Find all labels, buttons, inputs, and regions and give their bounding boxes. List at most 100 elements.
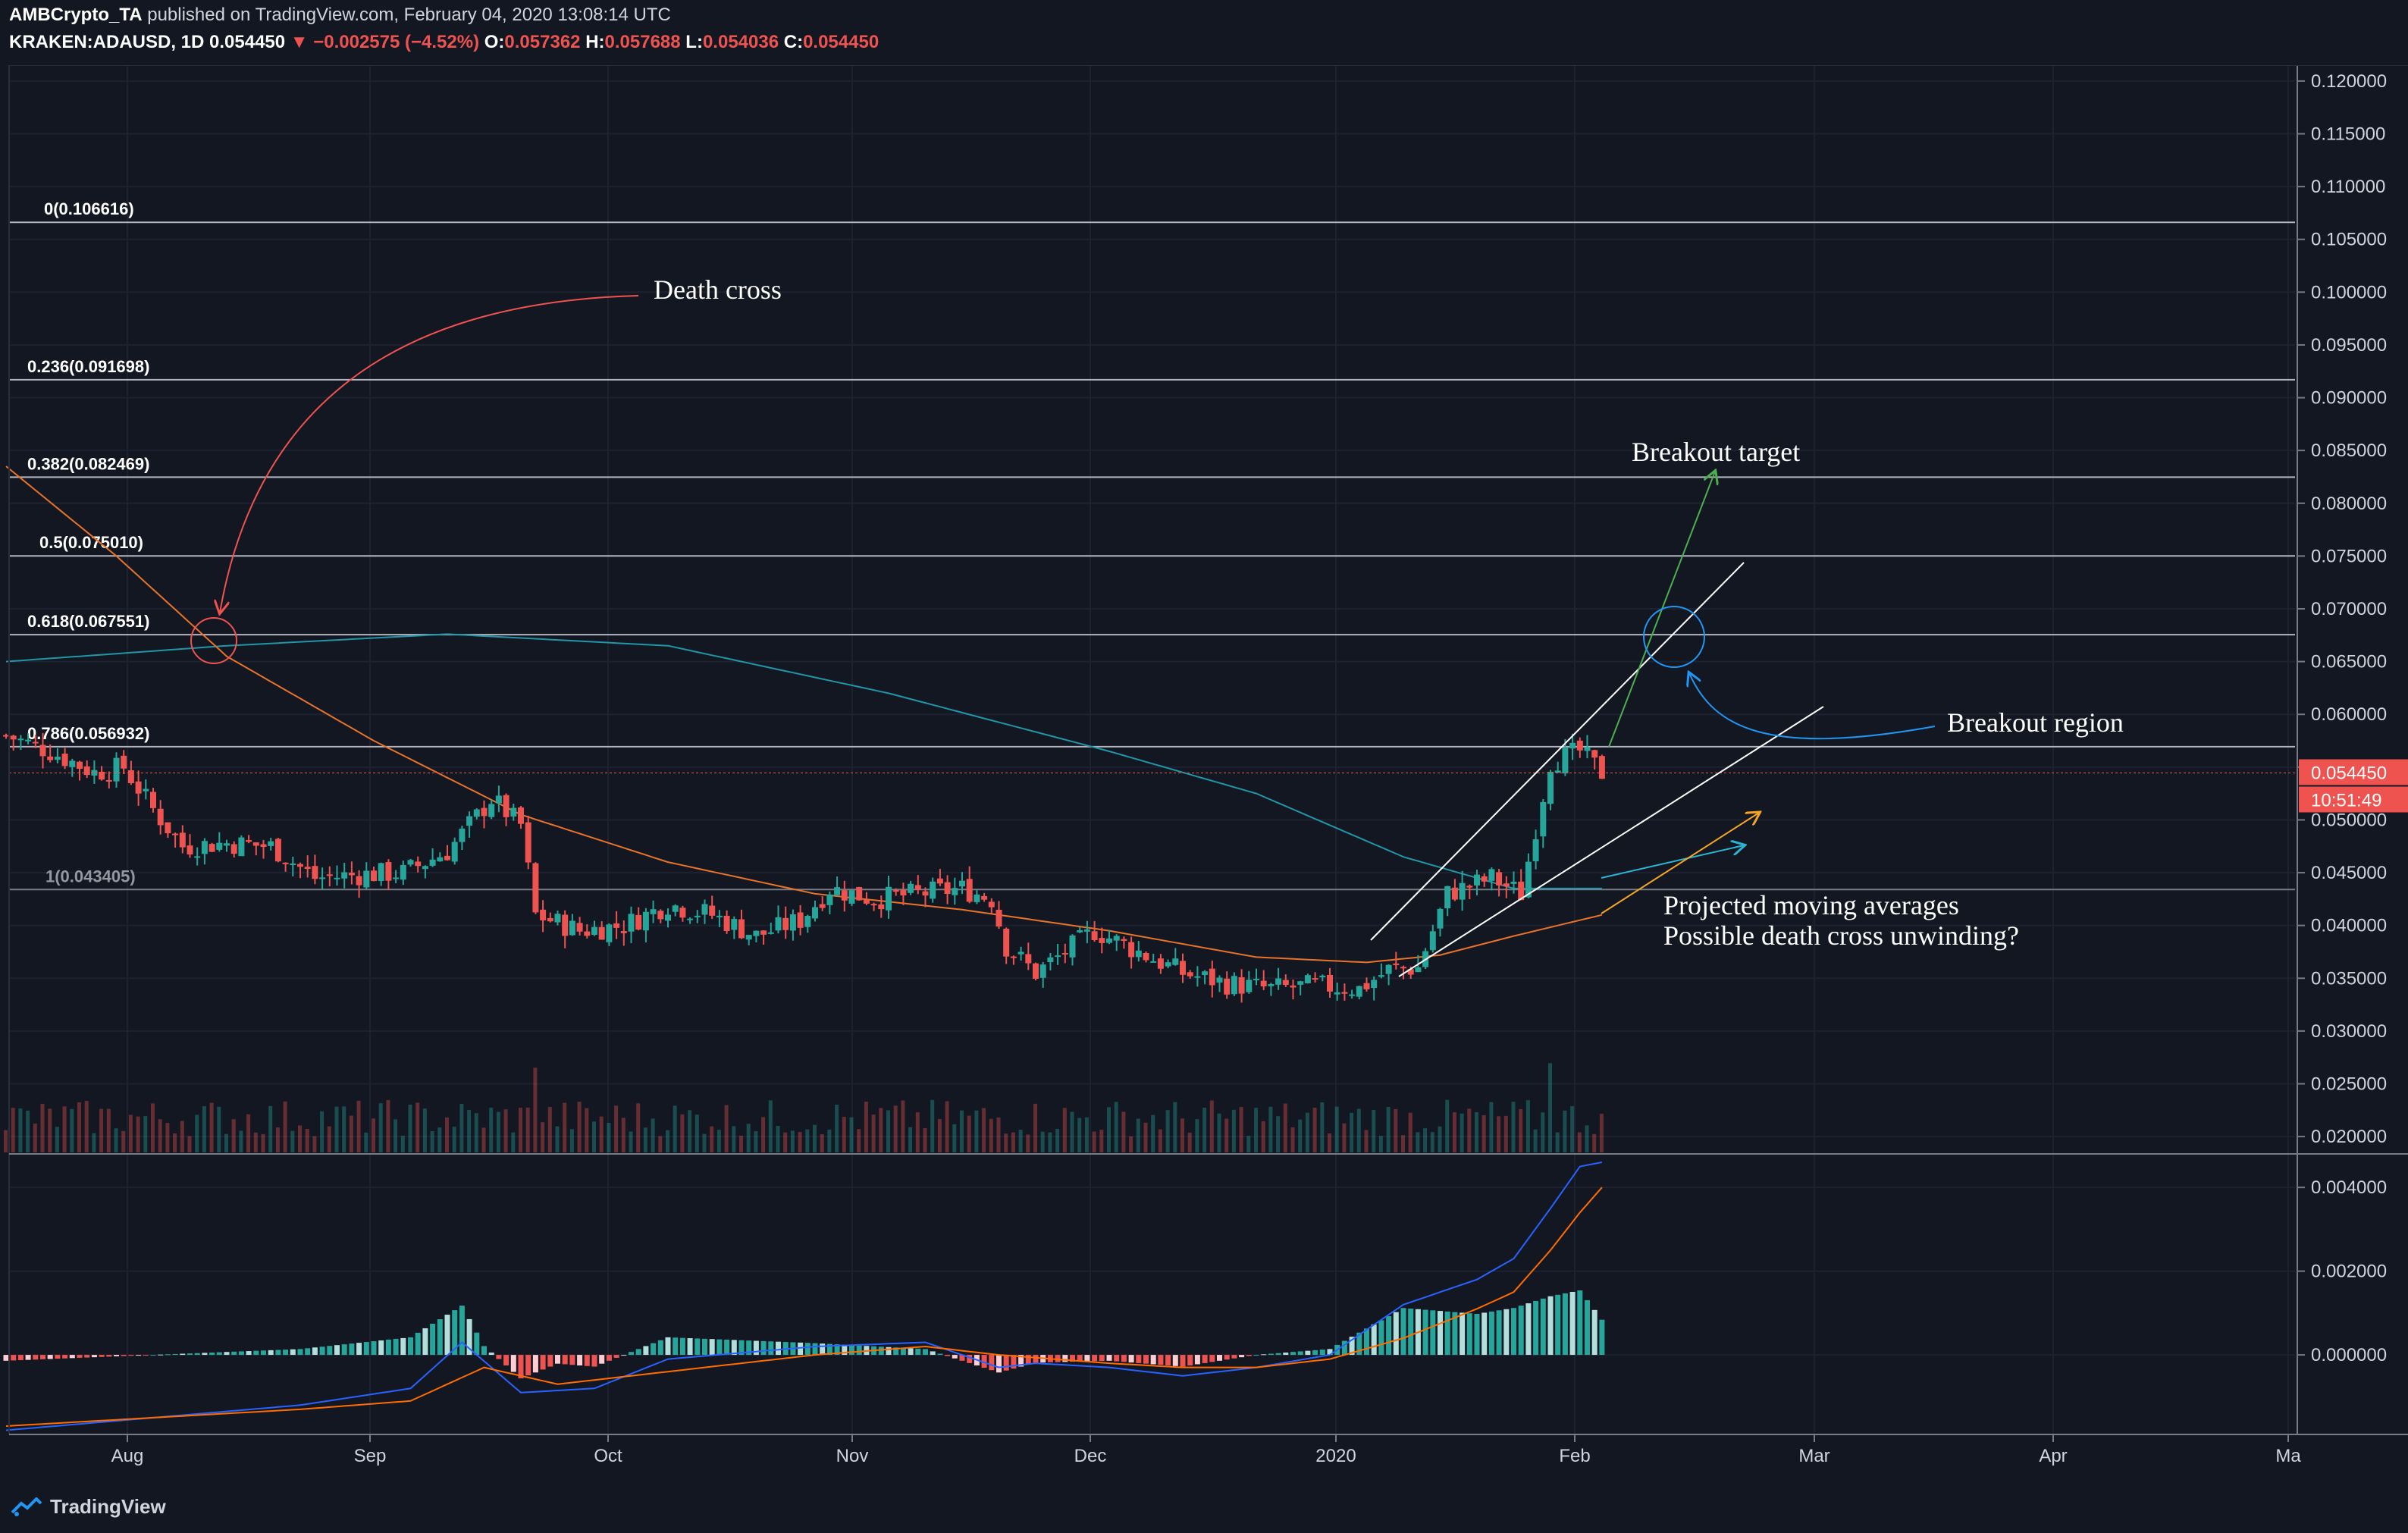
macd-histogram-bar — [679, 1337, 685, 1356]
macd-histogram-bar — [334, 1345, 340, 1356]
symbol[interactable]: KRAKEN:ADAUSD, 1D — [9, 32, 205, 52]
volume-bar — [1048, 1132, 1052, 1152]
volume-bar — [1386, 1107, 1391, 1152]
candle-body — [1055, 955, 1061, 958]
last-price: 0.054450 — [209, 32, 286, 52]
macd-histogram-bar — [1474, 1313, 1480, 1356]
candle-body — [274, 839, 281, 862]
macd-histogram-bar — [466, 1318, 472, 1356]
price-tick-label: 0.105000 — [2311, 230, 2387, 250]
volume-bar — [541, 1122, 545, 1152]
candle-body — [1407, 969, 1414, 975]
fib-level-label: 0(0.106616) — [44, 199, 134, 218]
macd-histogram-bar — [408, 1337, 413, 1356]
candle-body — [665, 914, 671, 921]
candle-body — [1540, 801, 1547, 837]
volume-bar — [386, 1099, 390, 1152]
candle-body — [187, 845, 193, 855]
candle-body — [628, 914, 635, 932]
volume-bar — [1599, 1114, 1604, 1152]
macd-histogram-bar — [518, 1355, 524, 1378]
candles — [3, 732, 1605, 1003]
volume-bar — [467, 1110, 472, 1152]
macd-histogram-bar — [150, 1355, 156, 1356]
volume-bar — [724, 1105, 729, 1152]
macd-histogram-bar — [3, 1355, 9, 1361]
macd-histogram-bar — [261, 1350, 266, 1356]
macd-histogram-bar — [532, 1355, 538, 1373]
candle-body — [1187, 972, 1193, 977]
macd-histogram-bar — [106, 1355, 112, 1357]
volume-bar — [871, 1114, 876, 1152]
author[interactable]: AMBCrypto_TA — [9, 5, 143, 25]
candle-body — [562, 914, 569, 936]
volume-bar — [364, 1132, 368, 1152]
volume-bar — [1533, 1129, 1538, 1152]
candle-body — [216, 842, 223, 850]
volume-bar — [1328, 1133, 1331, 1152]
macd-histogram-bar — [1003, 1355, 1009, 1371]
volume-bar — [1246, 1136, 1251, 1152]
candle-body — [613, 923, 620, 928]
macd-histogram-bar — [180, 1353, 186, 1356]
volume-bar — [930, 1099, 935, 1152]
footer: TradingView — [0, 1484, 2408, 1533]
macd-histogram-bar — [709, 1339, 715, 1356]
volume-bar — [790, 1130, 795, 1152]
macd-histogram-bar — [1319, 1350, 1325, 1356]
moving-averages — [5, 466, 1603, 964]
candle-body — [716, 915, 723, 917]
candle-body — [701, 904, 708, 915]
macd-histogram-bar — [202, 1353, 208, 1356]
candle-body — [812, 907, 818, 919]
candle-body — [1459, 882, 1466, 900]
macd-histogram-bar — [842, 1344, 848, 1356]
volume-bar — [158, 1119, 162, 1152]
macd-histogram-bar — [1312, 1350, 1318, 1356]
candle-body — [1371, 980, 1378, 989]
candle-body — [687, 918, 694, 920]
macd-histogram-bar — [363, 1342, 369, 1356]
price-tick-label: 0.110000 — [2311, 177, 2385, 197]
macd-histogram-bar — [319, 1346, 325, 1356]
volume-bar — [445, 1117, 449, 1152]
volume-bar — [1114, 1102, 1118, 1152]
candle-body — [1400, 967, 1406, 969]
candle-body — [1591, 750, 1598, 758]
candle-body — [878, 904, 885, 910]
price-tick-label: 0.040000 — [2311, 916, 2387, 936]
volume-bar — [1555, 1132, 1560, 1152]
close-value: 0.054450 — [803, 32, 879, 52]
volume-bar — [305, 1128, 309, 1152]
candle-body — [77, 761, 83, 770]
chart-header: AMBCrypto_TA published on TradingView.co… — [0, 0, 2408, 65]
candle-body — [1297, 981, 1304, 985]
macd-histogram-bar — [25, 1355, 31, 1360]
candle-body — [1451, 887, 1458, 900]
candle-body — [1268, 983, 1275, 986]
macd-histogram-bar — [503, 1355, 510, 1365]
macd-histogram-bar — [1577, 1290, 1583, 1356]
macd-histogram-bar — [1062, 1355, 1068, 1362]
candle-body — [1165, 962, 1171, 967]
tradingview-logo[interactable]: TradingView — [11, 1495, 166, 1519]
volume-bar — [143, 1116, 148, 1152]
candle-body — [1275, 978, 1282, 985]
macd-histogram-bar — [481, 1346, 487, 1356]
candle-body — [61, 754, 68, 766]
volume-bar — [1438, 1126, 1442, 1152]
macd-histogram-bar — [923, 1349, 928, 1356]
macd-histogram-bar — [283, 1350, 289, 1356]
macd-histogram-bar — [430, 1323, 436, 1356]
candle-body — [760, 930, 767, 935]
volume-bar — [18, 1108, 23, 1152]
macd-histogram-bar — [967, 1355, 973, 1363]
macd-histogram-bar — [268, 1350, 274, 1356]
candle-body — [1304, 975, 1311, 983]
volume-bar — [1290, 1127, 1295, 1152]
macd-histogram-bar — [989, 1355, 995, 1371]
macd-histogram-bar — [856, 1345, 862, 1356]
macd-histogram-bar — [1349, 1337, 1355, 1356]
volume-bar — [923, 1128, 927, 1152]
